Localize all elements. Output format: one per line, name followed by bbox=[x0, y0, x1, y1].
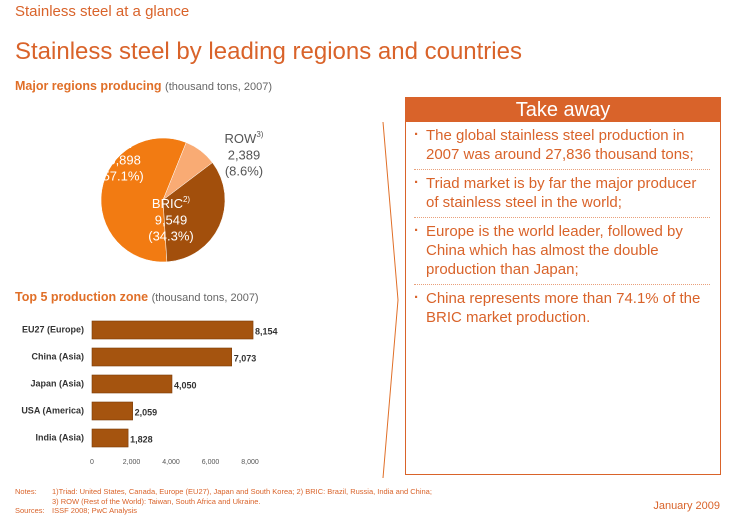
slide-title: Stainless steel by leading regions and c… bbox=[15, 38, 522, 65]
share-label: (8.6%) bbox=[225, 163, 263, 178]
x-tick-label: 2,000 bbox=[123, 459, 141, 466]
x-tick-label: 4,000 bbox=[162, 459, 180, 466]
category: BRIC bbox=[152, 196, 183, 211]
arrow bbox=[382, 121, 399, 479]
pie-slice bbox=[162, 162, 226, 263]
bar-heading: Top 5 production zone (thousand tons, 20… bbox=[15, 290, 259, 304]
notes-label: Notes: bbox=[15, 487, 37, 496]
value-label: 2,059 bbox=[135, 407, 158, 417]
value-label: 9,549 bbox=[155, 212, 188, 227]
takeaway-bullet: The global stainless steel production in… bbox=[414, 122, 710, 170]
sources-label: Sources: bbox=[15, 506, 45, 515]
slice-label: Triad1) bbox=[103, 135, 140, 151]
value-label: 4,050 bbox=[174, 380, 197, 390]
x-tick-label: 0 bbox=[90, 459, 94, 466]
takeaway-box: Take away The global stainless steel pro… bbox=[405, 97, 721, 475]
category-label: USA (America) bbox=[21, 405, 84, 415]
x-tick-label: 8,000 bbox=[241, 459, 259, 466]
x-tick-label: 6,000 bbox=[202, 459, 220, 466]
category: ROW bbox=[225, 131, 258, 146]
pie-heading: Major regions producing (thousand tons, … bbox=[15, 79, 272, 93]
category-label: China (Asia) bbox=[31, 351, 84, 361]
value-label: 1,828 bbox=[130, 434, 153, 444]
date: January 2009 bbox=[653, 500, 720, 512]
takeaway-bullet: Europe is the world leader, followed by … bbox=[414, 218, 710, 285]
takeaway-bullet: Triad market is by far the major produce… bbox=[414, 170, 710, 218]
slice-label: BRIC2) bbox=[152, 195, 191, 211]
bar bbox=[91, 374, 173, 394]
category-mark: 3) bbox=[256, 130, 263, 139]
category-label: India (Asia) bbox=[35, 432, 84, 442]
category-mark: 1) bbox=[132, 135, 139, 144]
value-label: 8,154 bbox=[255, 326, 278, 336]
bar bbox=[91, 401, 133, 421]
pie-title: Major regions producing bbox=[15, 79, 162, 93]
category: Triad bbox=[103, 136, 132, 151]
category-label: Japan (Asia) bbox=[30, 378, 84, 388]
value-label: 7,073 bbox=[234, 353, 257, 363]
bar bbox=[91, 320, 254, 340]
value-label: 15,898 bbox=[101, 152, 141, 167]
bar-title: Top 5 production zone bbox=[15, 290, 149, 304]
bar-subtitle: (thousand tons, 2007) bbox=[151, 292, 259, 304]
note: 3) ROW (Rest of the World): Taiwan, Sout… bbox=[52, 497, 261, 506]
share-label: (34.3%) bbox=[148, 228, 194, 243]
section-title: Stainless steel at a glance bbox=[15, 3, 190, 20]
value-label: 2,389 bbox=[228, 147, 261, 162]
takeaway-title: Take away bbox=[406, 98, 720, 122]
bar bbox=[91, 428, 129, 448]
slice-label: ROW3) bbox=[225, 130, 264, 146]
pie-subtitle: (thousand tons, 2007) bbox=[165, 81, 273, 93]
sources: ISSF 2008; PwC Analysis bbox=[52, 506, 138, 515]
takeaway-list: The global stainless steel production in… bbox=[406, 122, 720, 332]
takeaway-bullet: China represents more than 74.1% of the … bbox=[414, 285, 710, 332]
note: 1)Triad: United States, Canada, Europe (… bbox=[52, 487, 432, 496]
share-label: (57.1%) bbox=[98, 168, 144, 183]
category-label: EU27 (Europe) bbox=[22, 324, 84, 334]
bar bbox=[91, 347, 232, 367]
category-mark: 2) bbox=[183, 195, 190, 204]
charts: Triad1)15,898(57.1%)ROW3)2,389(8.6%)BRIC… bbox=[21, 121, 399, 479]
